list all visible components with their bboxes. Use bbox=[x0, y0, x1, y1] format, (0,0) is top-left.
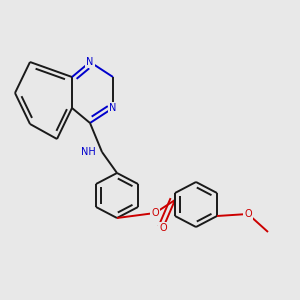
Text: NH: NH bbox=[81, 147, 96, 157]
Text: O: O bbox=[151, 208, 159, 218]
Text: O: O bbox=[159, 223, 167, 233]
Text: N: N bbox=[109, 103, 117, 113]
Text: O: O bbox=[244, 209, 252, 219]
Text: N: N bbox=[86, 57, 94, 67]
